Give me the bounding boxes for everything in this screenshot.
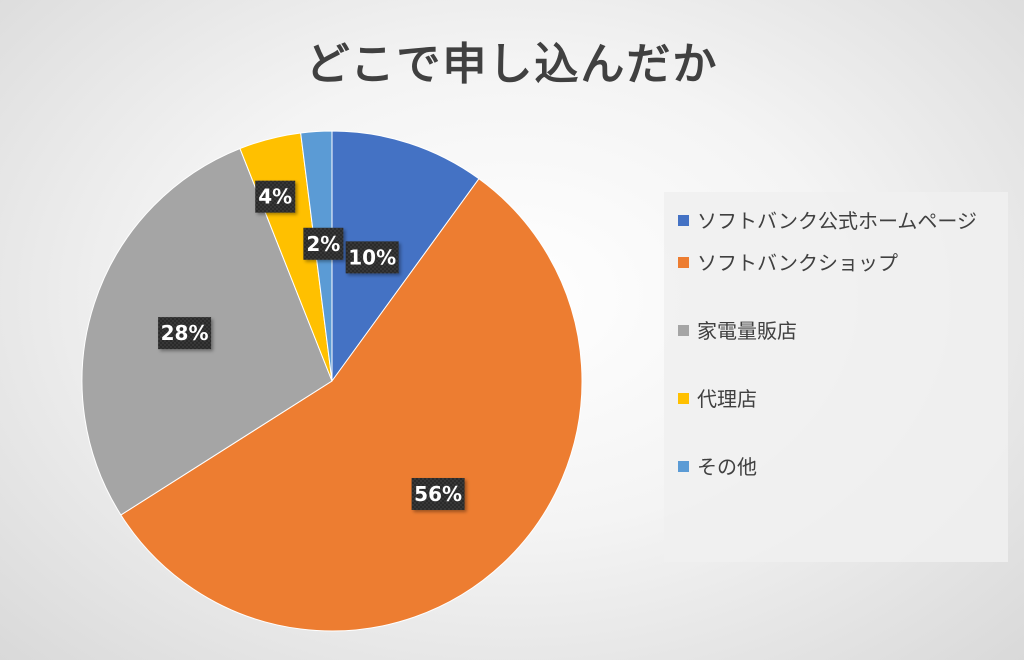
legend-swatch [678, 215, 689, 226]
legend-item-official-site: ソフトバンク公式ホームページ [678, 206, 996, 236]
chart-title: どこで申し込んだか [305, 39, 719, 90]
data-label-softbank-shop: 56% [411, 477, 465, 510]
data-label-agency: 4% [255, 180, 296, 213]
legend-label: ソフトバンクショップ [697, 251, 898, 275]
legend-item-agency: 代理店 [678, 384, 996, 414]
data-label-text: 2% [306, 232, 340, 256]
legend: ソフトバンク公式ホームページ ソフトバンクショップ 家電量販店 代理店 その他 [664, 192, 1008, 562]
data-label-box [255, 180, 296, 213]
data-label-box [303, 227, 344, 260]
data-label-box [411, 477, 465, 510]
data-label-electronics-store: 28% [158, 317, 212, 350]
legend-label: その他 [697, 455, 757, 479]
data-label-box [345, 241, 399, 274]
legend-swatch [678, 393, 689, 404]
data-label-text: 4% [258, 185, 292, 209]
data-label-box [158, 317, 212, 350]
legend-swatch [678, 325, 689, 336]
legend-label: ソフトバンク公式ホームページ [697, 209, 977, 233]
legend-label: 家電量販店 [697, 319, 797, 343]
legend-item-softbank-shop: ソフトバンクショップ [678, 248, 996, 278]
legend-label: 代理店 [697, 387, 757, 411]
data-label-text: 56% [414, 482, 462, 506]
slice-softbank-shop [120, 178, 583, 632]
legend-item-electronics-store: 家電量販店 [678, 316, 996, 346]
data-label-text: 10% [348, 245, 396, 269]
data-label-official-site: 10% [345, 241, 399, 274]
data-label-other: 2% [303, 227, 344, 260]
legend-swatch [678, 257, 689, 268]
legend-item-other: その他 [678, 452, 996, 482]
legend-swatch [678, 461, 689, 472]
slice-official-site [331, 130, 480, 383]
data-label-text: 28% [161, 321, 209, 345]
